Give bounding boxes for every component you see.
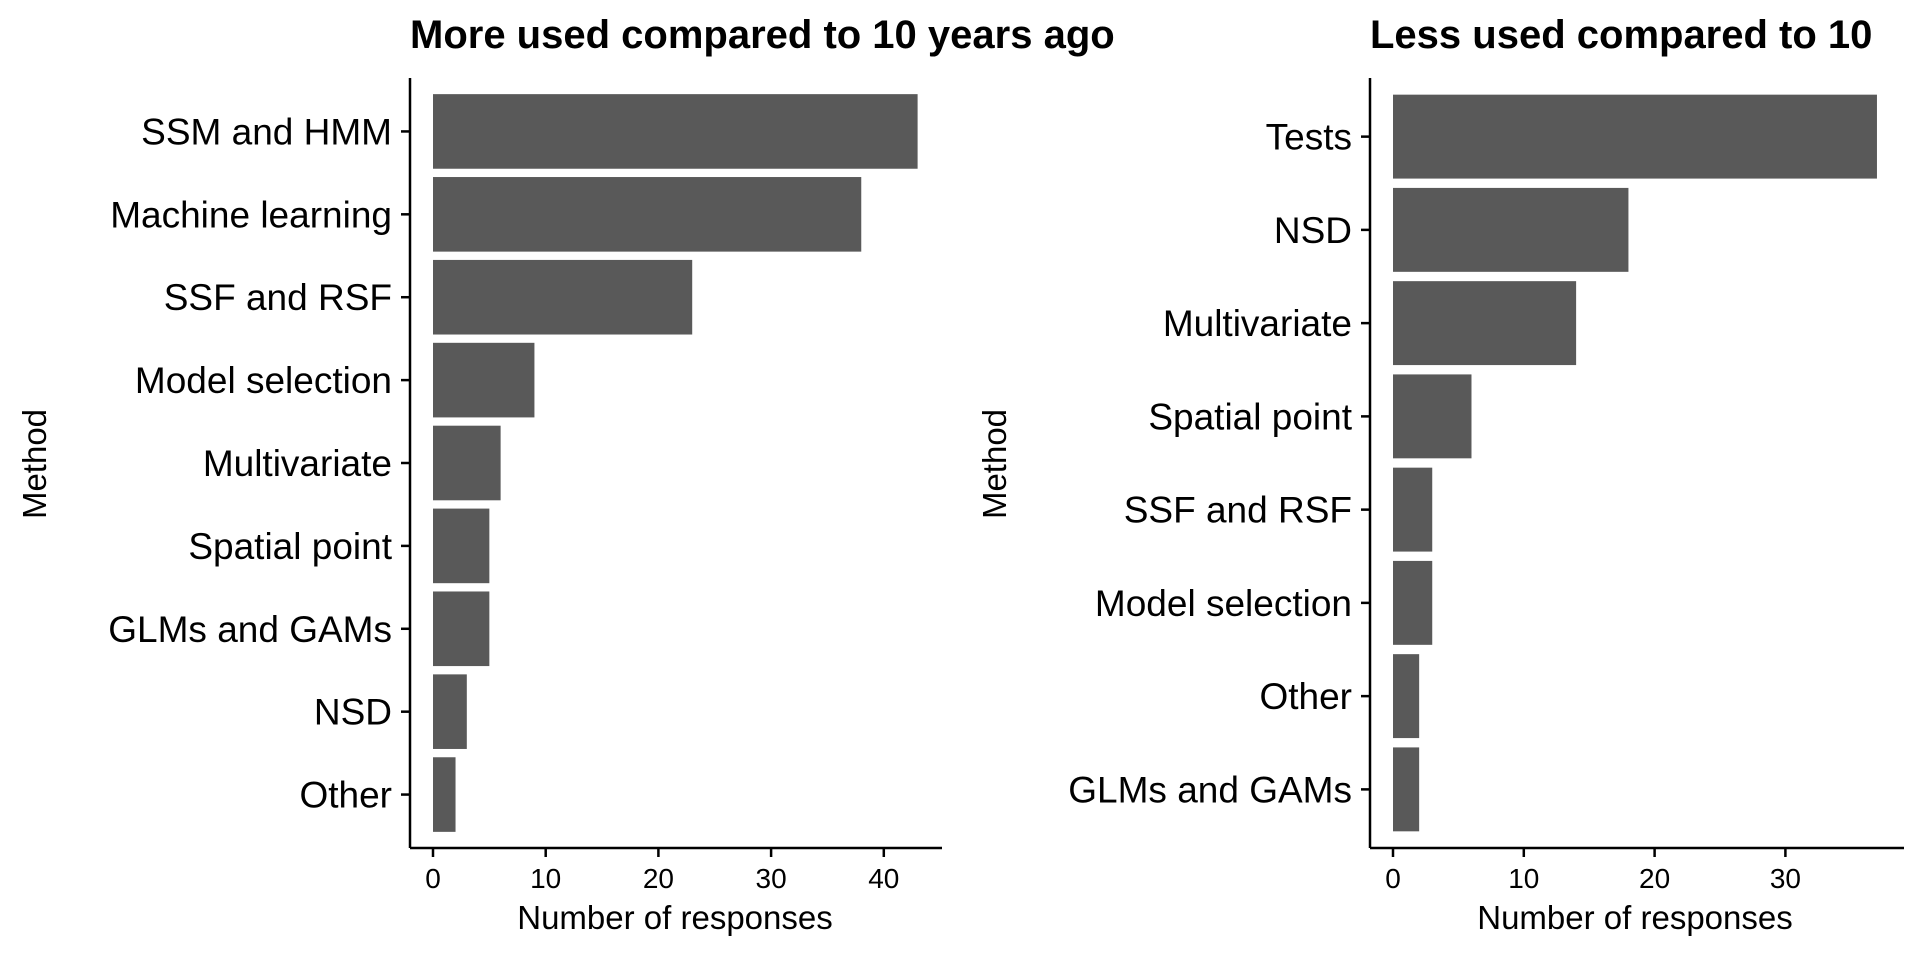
category-label: Tests <box>1266 117 1352 158</box>
category-label: Model selection <box>135 360 392 401</box>
bar-spatial-point <box>433 508 490 584</box>
chart-title: More used compared to 10 years ago <box>410 13 1115 57</box>
x-axis-title: Number of responses <box>517 899 832 936</box>
bar-multivariate <box>1393 281 1577 366</box>
category-label: Machine learning <box>110 194 392 235</box>
bars-group <box>1393 94 1877 832</box>
panel-less-used: Less used compared to 10 Method Number o… <box>976 13 1904 936</box>
x-ticks-group: 0 10 20 30 <box>1385 848 1801 894</box>
bar-machine-learning <box>433 177 862 252</box>
y-axis-title: Method <box>16 409 53 519</box>
bar-model-selection <box>433 342 535 418</box>
bar-model-selection <box>1393 560 1433 645</box>
category-label: Other <box>299 775 392 816</box>
x-tick-label: 30 <box>756 863 787 894</box>
x-axis-title: Number of responses <box>1477 899 1792 936</box>
bar-glms-and-gams <box>1393 747 1420 832</box>
category-label: GLMs and GAMs <box>108 609 392 650</box>
category-labels-group: Tests NSD Multivariate Spatial point SSF and… <box>1068 117 1370 810</box>
category-label: SSF and RSF <box>164 277 392 318</box>
x-ticks-group: 0 10 20 30 40 <box>425 848 899 894</box>
panel-more-used: More used compared to 10 years ago Metho… <box>16 13 1115 936</box>
category-label: Spatial point <box>1148 396 1352 437</box>
category-label: Multivariate <box>1163 303 1352 344</box>
y-axis-title: Method <box>976 409 1013 519</box>
category-label: Spatial point <box>188 526 392 567</box>
bars-group <box>433 94 918 832</box>
x-tick-label: 40 <box>868 863 899 894</box>
x-tick-label: 30 <box>1770 863 1801 894</box>
bar-multivariate <box>433 425 501 501</box>
bar-other <box>1393 654 1420 739</box>
category-label: SSF and RSF <box>1124 490 1352 531</box>
category-label: SSM and HMM <box>141 111 392 152</box>
x-tick-label: 20 <box>643 863 674 894</box>
bar-ssf-and-rsf <box>1393 467 1433 552</box>
x-tick-label: 10 <box>530 863 561 894</box>
category-label: Model selection <box>1095 583 1352 624</box>
bar-ssf-and-rsf <box>433 259 693 335</box>
x-tick-label: 10 <box>1508 863 1539 894</box>
bar-tests <box>1393 94 1877 179</box>
x-tick-label: 20 <box>1639 863 1670 894</box>
bar-spatial-point <box>1393 374 1472 459</box>
category-label: GLMs and GAMs <box>1068 769 1352 810</box>
category-label: NSD <box>314 692 392 733</box>
category-label: NSD <box>1274 210 1352 251</box>
bar-nsd <box>1393 187 1629 272</box>
x-tick-label: 0 <box>425 863 441 894</box>
chart-title: Less used compared to 10 <box>1370 13 1872 57</box>
bar-nsd <box>433 674 467 749</box>
category-label: Multivariate <box>203 443 392 484</box>
category-labels-group: SSM and HMM Machine learning SSF and RSF Mo… <box>108 111 410 816</box>
bar-other <box>433 757 456 832</box>
category-label: Other <box>1259 676 1352 717</box>
x-tick-label: 0 <box>1385 863 1401 894</box>
bar-glms-and-gams <box>433 591 490 667</box>
bar-ssm-and-hmm <box>433 94 918 169</box>
